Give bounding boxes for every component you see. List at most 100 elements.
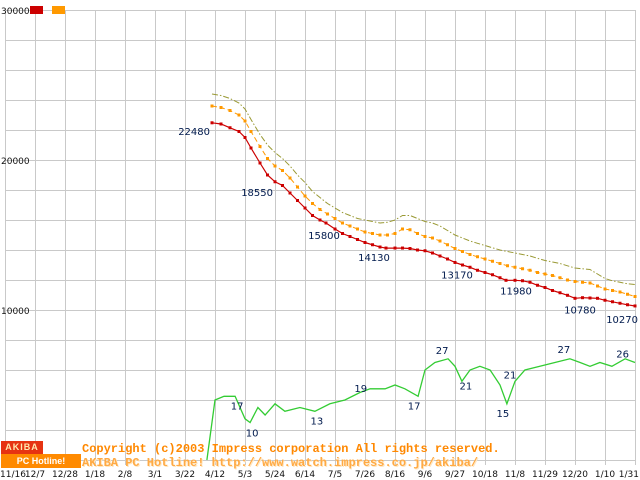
marker: [356, 227, 359, 231]
marker: [596, 284, 599, 288]
marker: [228, 126, 232, 130]
marker: [468, 253, 472, 256]
x-axis-label: 4/12: [205, 470, 225, 480]
marker: [324, 221, 328, 225]
price-point-label: 10780: [564, 305, 596, 316]
series-highest-price-line: [211, 93, 636, 285]
price-point-label: 11980: [500, 286, 532, 297]
count-point-label: 27: [558, 345, 571, 356]
marker: [461, 250, 464, 253]
marker: [491, 259, 494, 263]
marker: [498, 262, 502, 265]
marker: [504, 278, 508, 282]
marker: [348, 224, 352, 228]
marker: [333, 217, 337, 220]
x-axis-label: 1/31: [619, 470, 639, 480]
price-point-label: 18550: [241, 188, 273, 199]
marker: [333, 227, 337, 231]
marker: [588, 281, 592, 285]
marker: [249, 146, 253, 150]
marker: [416, 232, 419, 235]
marker: [296, 199, 299, 202]
marker: [363, 241, 367, 244]
marker: [210, 104, 214, 108]
marker: [543, 286, 547, 289]
marker: [626, 292, 629, 296]
marker: [431, 251, 434, 255]
x-axis-label: 1/18: [85, 470, 105, 480]
x-axis-label: 12/28: [52, 470, 78, 480]
x-axis-label: 9/6: [418, 470, 433, 480]
marker: [566, 278, 569, 282]
marker: [237, 113, 241, 117]
y-axis-label: 30000: [1, 7, 30, 17]
marker: [536, 283, 539, 287]
marker: [461, 263, 464, 267]
marker: [528, 280, 532, 284]
marker: [288, 176, 292, 180]
marker: [618, 301, 622, 305]
marker: [513, 265, 517, 269]
marker: [476, 268, 479, 272]
marker: [266, 173, 269, 177]
marker: [633, 304, 637, 308]
count-point-label: 19: [354, 384, 367, 395]
marker: [273, 164, 277, 168]
marker: [603, 287, 607, 291]
marker: [243, 119, 247, 123]
price-point-label: 10270: [606, 315, 638, 326]
series-average-price-markers: [210, 104, 637, 298]
marker: [348, 235, 352, 238]
x-axis-label: 5/24: [265, 470, 285, 480]
x-axis-label: 11/8: [505, 470, 525, 480]
price-point-label: 22480: [178, 127, 210, 138]
price-point-label: 13170: [441, 270, 473, 281]
marker: [438, 254, 442, 258]
price-point-label: 15800: [308, 231, 340, 242]
marker: [603, 298, 607, 302]
marker: [219, 106, 223, 109]
marker: [228, 109, 232, 112]
marker: [513, 278, 517, 282]
marker: [281, 169, 284, 172]
marker: [483, 257, 487, 261]
x-axis-label: 6/14: [295, 470, 315, 480]
x-axis-label: 12/7: [25, 470, 45, 480]
marker: [341, 232, 344, 235]
x-axis-label: 7/5: [328, 470, 342, 480]
count-point-label: 10: [246, 429, 259, 440]
x-axis-label: 2/8: [118, 470, 133, 480]
marker: [558, 291, 562, 295]
marker: [551, 274, 554, 277]
x-axis-label: 5/3: [238, 470, 252, 480]
marker: [453, 247, 457, 250]
marker: [356, 238, 359, 241]
marker: [438, 239, 442, 243]
marker: [393, 232, 397, 235]
count-point-label: 17: [408, 401, 421, 412]
marker: [468, 265, 472, 269]
marker: [273, 180, 277, 184]
count-point-label: 26: [616, 350, 629, 361]
count-point-label: 15: [497, 409, 510, 420]
marker: [446, 257, 449, 261]
marker: [378, 245, 382, 249]
marker: [581, 280, 584, 284]
marker: [288, 191, 292, 195]
marker: [581, 296, 584, 300]
marker: [401, 227, 404, 231]
marker: [408, 247, 412, 250]
marker: [258, 145, 262, 148]
marker: [566, 293, 569, 297]
marker: [401, 246, 404, 250]
marker: [219, 122, 223, 126]
marker: [281, 184, 284, 187]
marker: [573, 296, 577, 300]
y-axis-label: 20000: [1, 157, 30, 167]
marker: [536, 271, 539, 274]
x-axis-label: 8/16: [385, 470, 405, 480]
marker: [626, 303, 629, 307]
marker: [558, 276, 562, 280]
marker: [408, 228, 412, 232]
marker: [633, 295, 637, 298]
